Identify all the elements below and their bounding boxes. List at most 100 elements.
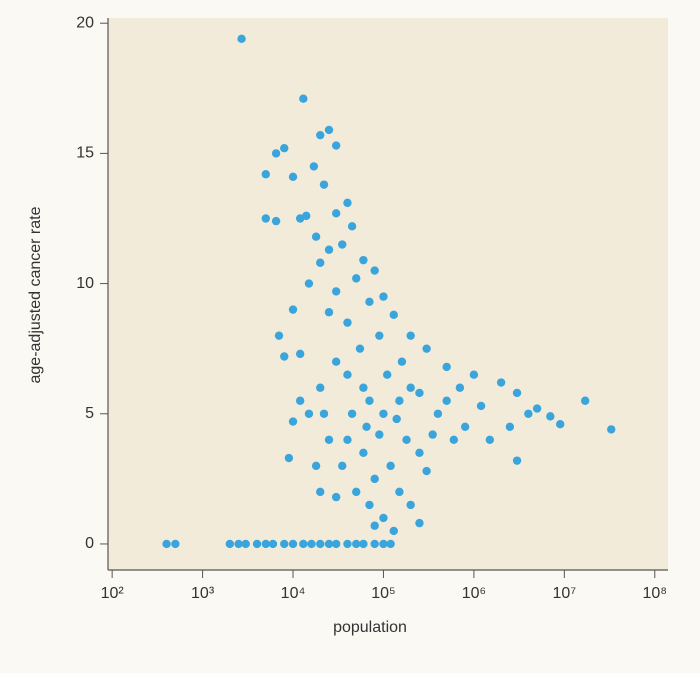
point bbox=[379, 409, 388, 418]
point bbox=[331, 209, 341, 218]
x-tick-label: 10⁸ bbox=[643, 585, 668, 602]
point bbox=[343, 198, 352, 208]
point bbox=[389, 310, 398, 320]
point bbox=[379, 539, 388, 549]
point bbox=[324, 435, 334, 445]
point bbox=[365, 500, 374, 510]
point bbox=[359, 255, 368, 265]
point bbox=[311, 232, 321, 241]
point bbox=[512, 456, 522, 465]
point bbox=[352, 487, 361, 497]
point bbox=[316, 130, 325, 140]
point bbox=[288, 305, 298, 314]
y-tick-label: 0 bbox=[85, 535, 94, 552]
point bbox=[307, 539, 316, 549]
point bbox=[546, 412, 555, 421]
point bbox=[355, 344, 365, 353]
point bbox=[271, 149, 281, 158]
point bbox=[343, 539, 352, 549]
x-tick-label: 10⁷ bbox=[553, 585, 577, 602]
point bbox=[304, 409, 314, 418]
point bbox=[370, 474, 379, 484]
point bbox=[375, 430, 384, 439]
point bbox=[316, 383, 325, 392]
point bbox=[261, 170, 270, 179]
point bbox=[449, 435, 459, 445]
y-tick-label: 5 bbox=[85, 405, 94, 422]
point bbox=[311, 461, 321, 471]
point bbox=[476, 401, 486, 411]
point bbox=[252, 539, 262, 549]
point bbox=[415, 518, 424, 528]
point bbox=[460, 422, 470, 431]
point bbox=[295, 396, 305, 405]
point bbox=[556, 419, 565, 429]
point bbox=[274, 331, 284, 340]
point bbox=[433, 409, 443, 418]
point bbox=[284, 453, 294, 463]
point bbox=[442, 396, 451, 405]
point bbox=[331, 141, 341, 150]
point bbox=[370, 539, 379, 549]
point bbox=[304, 279, 314, 288]
point bbox=[338, 240, 347, 249]
x-tick-label: 10⁶ bbox=[462, 585, 486, 602]
x-tick-label: 10² bbox=[101, 585, 125, 602]
point bbox=[309, 162, 319, 171]
point bbox=[234, 539, 243, 549]
point bbox=[365, 297, 374, 307]
point bbox=[288, 539, 298, 549]
point bbox=[383, 370, 392, 379]
point bbox=[338, 461, 347, 471]
point bbox=[347, 409, 357, 418]
point bbox=[370, 266, 379, 275]
point bbox=[402, 435, 411, 445]
y-tick-label: 20 bbox=[76, 14, 94, 31]
point bbox=[280, 352, 289, 361]
point bbox=[331, 357, 341, 366]
point bbox=[422, 344, 431, 353]
point bbox=[395, 396, 404, 405]
point bbox=[496, 378, 506, 387]
point bbox=[237, 34, 246, 44]
point bbox=[607, 425, 616, 434]
point bbox=[302, 211, 311, 221]
point bbox=[316, 258, 325, 267]
point bbox=[299, 539, 308, 549]
point bbox=[268, 539, 278, 549]
y-tick-label: 15 bbox=[76, 145, 94, 162]
point bbox=[225, 539, 235, 549]
point bbox=[392, 414, 401, 424]
point bbox=[532, 404, 542, 413]
point bbox=[316, 487, 325, 497]
point bbox=[580, 396, 590, 405]
point bbox=[395, 487, 404, 497]
point bbox=[288, 172, 298, 182]
point bbox=[316, 539, 325, 549]
plot-area bbox=[108, 18, 668, 570]
point bbox=[428, 430, 437, 439]
point bbox=[343, 318, 352, 327]
point bbox=[352, 539, 361, 549]
point bbox=[261, 214, 270, 223]
x-tick-label: 10⁴ bbox=[281, 585, 306, 602]
point bbox=[422, 466, 431, 476]
point bbox=[389, 526, 398, 536]
y-tick-label: 10 bbox=[76, 275, 94, 292]
point bbox=[379, 292, 388, 301]
point bbox=[295, 349, 305, 359]
point bbox=[324, 308, 334, 317]
point bbox=[379, 513, 388, 523]
point bbox=[512, 388, 522, 398]
point bbox=[347, 222, 357, 231]
point bbox=[343, 370, 352, 379]
point bbox=[386, 461, 395, 471]
point bbox=[331, 287, 341, 296]
point bbox=[288, 417, 298, 426]
point bbox=[261, 539, 270, 549]
y-axis-label: age-adjusted cancer rate bbox=[27, 206, 44, 383]
point bbox=[442, 362, 451, 372]
point bbox=[406, 383, 415, 392]
